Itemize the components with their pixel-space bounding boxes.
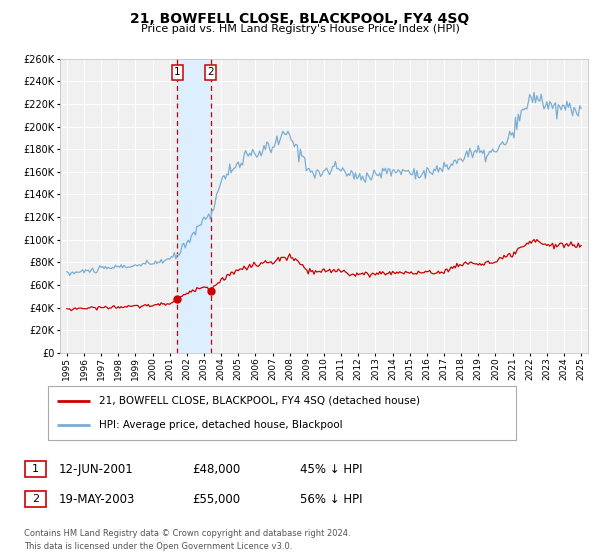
Text: 1: 1 (174, 67, 181, 77)
Text: HPI: Average price, detached house, Blackpool: HPI: Average price, detached house, Blac… (100, 420, 343, 430)
Text: £55,000: £55,000 (192, 493, 240, 506)
Text: £48,000: £48,000 (192, 463, 240, 476)
Text: 2: 2 (207, 67, 214, 77)
Text: This data is licensed under the Open Government Licence v3.0.: This data is licensed under the Open Gov… (24, 542, 292, 550)
FancyBboxPatch shape (48, 386, 516, 440)
Text: 56% ↓ HPI: 56% ↓ HPI (300, 493, 362, 506)
Text: 45% ↓ HPI: 45% ↓ HPI (300, 463, 362, 476)
Text: 21, BOWFELL CLOSE, BLACKPOOL, FY4 4SQ: 21, BOWFELL CLOSE, BLACKPOOL, FY4 4SQ (130, 12, 470, 26)
Text: Contains HM Land Registry data © Crown copyright and database right 2024.: Contains HM Land Registry data © Crown c… (24, 529, 350, 538)
FancyBboxPatch shape (25, 491, 46, 507)
Text: Price paid vs. HM Land Registry's House Price Index (HPI): Price paid vs. HM Land Registry's House … (140, 24, 460, 34)
Bar (178, 59, 211, 353)
Text: 21, BOWFELL CLOSE, BLACKPOOL, FY4 4SQ (detached house): 21, BOWFELL CLOSE, BLACKPOOL, FY4 4SQ (d… (100, 396, 421, 406)
Text: 19-MAY-2003: 19-MAY-2003 (59, 493, 135, 506)
Text: 12-JUN-2001: 12-JUN-2001 (59, 463, 134, 476)
FancyBboxPatch shape (25, 461, 46, 477)
Text: 1: 1 (32, 464, 39, 474)
Text: 2: 2 (32, 494, 39, 504)
